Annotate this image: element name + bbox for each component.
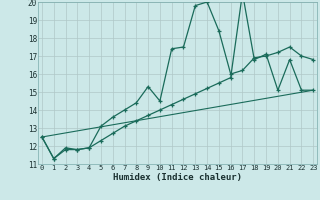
X-axis label: Humidex (Indice chaleur): Humidex (Indice chaleur) xyxy=(113,173,242,182)
